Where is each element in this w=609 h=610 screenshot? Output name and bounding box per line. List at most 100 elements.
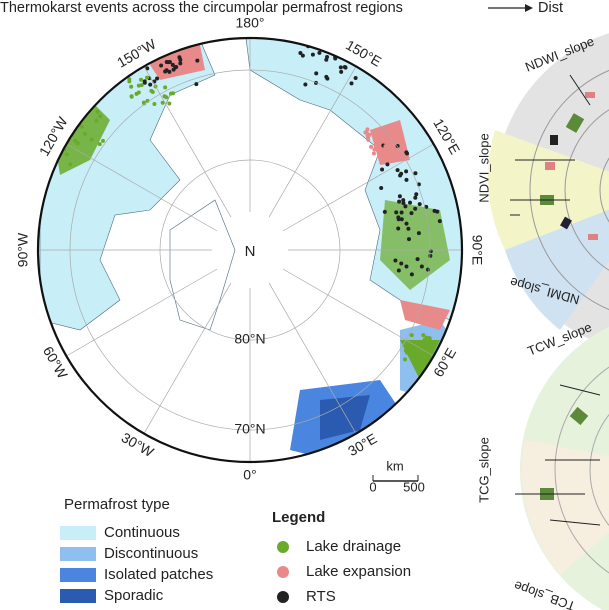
event-dot [422,337,427,342]
event-dot [376,138,381,143]
event-dot [394,210,399,215]
event-dot [397,199,402,204]
event-dot [436,382,441,387]
event-dot [366,137,371,142]
legend-swatch [60,589,96,603]
event-dot [393,258,398,263]
event-dot [353,76,358,81]
event-dot [414,192,419,197]
event-dot [416,381,421,386]
event-dot [396,217,401,222]
event-dot [303,82,308,87]
event-dot [404,264,409,269]
event-dot [163,69,168,74]
event-dot [194,82,199,87]
arrow-head [525,4,533,12]
event-dot [97,142,102,147]
event-dot [70,121,75,126]
event-dot [171,91,176,96]
legend-dot [277,566,289,578]
event-dot [399,210,404,215]
event-dot [79,124,84,129]
event-dot [371,151,376,156]
event-dot [141,100,146,105]
event-dot [381,135,386,140]
legend-label: Discontinuous [104,545,198,562]
event-dot [300,53,305,58]
event-dot [89,137,94,142]
legend-label: Sporadic [104,587,164,604]
meridian [268,282,357,434]
legend-dot [277,591,289,603]
legend-label: Isolated patches [104,566,213,583]
legend-dot [277,541,289,553]
event-dot [64,152,69,157]
event-dot [129,94,134,99]
event-dot [68,109,73,114]
event-dot [404,221,409,226]
event-dot [174,65,179,70]
latitude-label: 70°N [234,421,265,437]
event-dot [342,65,347,70]
event-dot [178,61,183,66]
event-dot [342,39,347,44]
event-dot [145,75,150,80]
meridian [143,66,232,218]
event-dot [397,194,402,199]
event-dot [317,50,322,55]
event-dot [314,71,319,76]
event-dot [413,206,418,211]
meridian [143,282,232,434]
event-dot [171,67,176,72]
meridian [268,66,357,218]
event-dot [69,109,74,114]
meridian-label: 180° [236,15,265,31]
panel-axis-label: TCG_slope [476,437,491,503]
event-dot [376,148,381,153]
event-dot [149,88,154,93]
event-dot [95,109,100,114]
event-dot [419,264,424,269]
event-dot [75,141,80,146]
event-dot [178,57,183,62]
event-dot [164,95,169,100]
legend-label: Continuous [104,524,180,541]
event-dot [148,54,153,59]
event-dot [386,143,391,148]
event-dot [416,231,421,236]
event-dot [425,378,430,383]
event-dot [413,195,418,200]
legend-label: Lake expansion [306,563,411,580]
event-dot [68,162,73,167]
event-dot [404,169,409,174]
event-dot [338,65,343,70]
event-dot [159,63,164,68]
event-legend-title: Legend [272,509,325,526]
event-dot [403,357,408,362]
event-dot [403,204,408,209]
event-dot [139,77,144,82]
event-dot [382,209,387,214]
event-dot [396,226,401,231]
event-dot [437,219,442,224]
event-dot [405,151,410,156]
event-dot [383,144,388,149]
side-panel-bottom [515,326,609,610]
event-dot [73,138,78,143]
legend-label: Lake drainage [306,538,401,555]
event-dot [145,66,150,71]
event-dot [100,138,105,143]
event-dot [145,98,150,103]
event-dot [420,366,425,371]
event-dot [73,121,78,126]
pole-label: N [245,243,256,260]
event-dot [401,198,406,203]
event-dot [298,50,303,55]
event-dot [195,58,200,63]
event-dot [399,261,404,266]
title: Thermokarst events across the circumpola… [0,0,403,16]
legend-swatch [60,547,96,561]
event-dot [395,168,400,173]
event-dot [406,237,411,242]
